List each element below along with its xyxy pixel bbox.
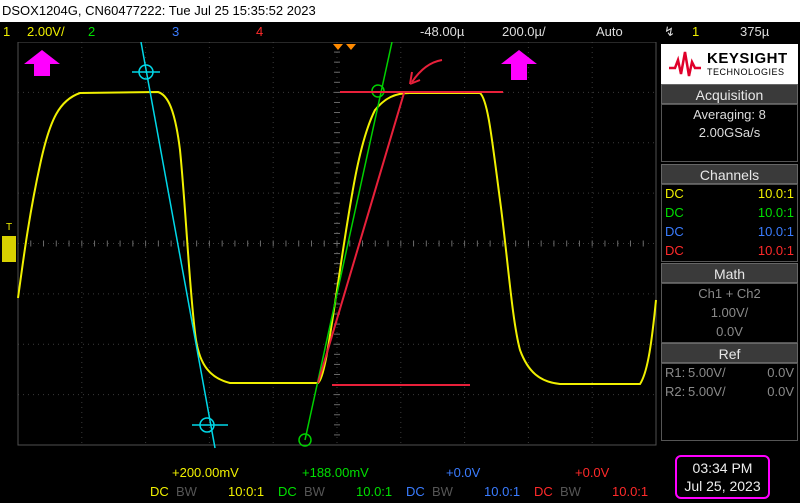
ch2-coupling: DC bbox=[665, 205, 684, 220]
ch1-bw-limit: BW bbox=[176, 484, 197, 499]
ch1-number[interactable]: 1 bbox=[3, 24, 11, 39]
ch4-offset[interactable]: +0.0V bbox=[575, 465, 610, 480]
channels-section[interactable]: DC 10.0:1 DC 10.0:1 DC 10.0:1 DC 10.0:1 bbox=[661, 184, 798, 262]
ch1-scale[interactable]: 2.00V/ bbox=[27, 24, 65, 39]
math-section[interactable]: Ch1 + Ch2 1.00V/ 0.0V bbox=[661, 283, 798, 343]
channel-info-bar: +200.00mV +188.00mV +0.0V +0.0V DC BW 10… bbox=[0, 460, 660, 503]
ch1-bottom-coupling: DC bbox=[150, 484, 169, 499]
ref2-name: R2: bbox=[665, 384, 686, 399]
ref-section[interactable]: R1: 5.00V/ 0.0V R2: 5.00V/ 0.0V bbox=[661, 363, 798, 441]
graticule-border bbox=[17, 42, 657, 446]
ref1-scale: 5.00V/ bbox=[688, 365, 726, 380]
ref2-scale: 5.00V/ bbox=[688, 384, 726, 399]
brand-sub: TECHNOLOGIES bbox=[707, 67, 785, 77]
ch4-number[interactable]: 4 bbox=[256, 24, 264, 39]
channels-header[interactable]: Channels bbox=[661, 164, 798, 184]
ch1-bottom-ratio: 10:0:1 bbox=[228, 484, 265, 499]
ch2-bottom-ratio: 10.0:1 bbox=[356, 484, 393, 499]
ch2-bw-limit: BW bbox=[304, 484, 325, 499]
ch1-waveform bbox=[17, 90, 657, 385]
ch2-offset[interactable]: +188.00mV bbox=[302, 465, 369, 480]
ch2-probe-ratio: 10.0:1 bbox=[757, 205, 794, 220]
ch2-cursor-marker-bottom[interactable] bbox=[298, 433, 312, 447]
trigger-position-icon bbox=[333, 44, 343, 50]
clock-highlight: 03:34 PM Jul 25, 2023 bbox=[675, 455, 770, 499]
ch4-bottom-coupling: DC bbox=[534, 484, 553, 499]
math-function: Ch1 + Ch2 bbox=[698, 286, 761, 301]
ch4-bottom-ratio: 10.0:1 bbox=[612, 484, 649, 499]
ch3-bw-limit: BW bbox=[432, 484, 453, 499]
markup-arrow-icon bbox=[411, 59, 443, 83]
ch3-probe-ratio: 10.0:1 bbox=[757, 224, 794, 239]
math-scale: 1.00V/ bbox=[710, 305, 749, 320]
ch3-coupling: DC bbox=[665, 224, 684, 239]
top-status-bar: 1 2.00V/ 2 3 4 -48.00µ 200.0µ/ Auto ↯ 1 … bbox=[0, 22, 800, 42]
ch1-coupling: DC bbox=[665, 186, 684, 201]
ref1-offset: 0.0V bbox=[767, 365, 794, 380]
ch2-bottom-coupling: DC bbox=[278, 484, 297, 499]
markup-rise-line bbox=[317, 92, 405, 384]
clock-date: Jul 25, 2023 bbox=[684, 478, 761, 494]
acquisition-mode: Averaging: 8 bbox=[693, 107, 766, 122]
ch2-number[interactable]: 2 bbox=[88, 24, 96, 39]
math-offset: 0.0V bbox=[716, 324, 743, 339]
ch1-offset[interactable]: +200.00mV bbox=[172, 465, 239, 480]
annotation-up-arrow-icon bbox=[501, 50, 537, 80]
acquisition-section[interactable]: Averaging: 8 2.00GSa/s bbox=[661, 104, 798, 162]
keysight-logo: KEYSIGHT TECHNOLOGIES bbox=[661, 44, 798, 84]
trigger-delay[interactable]: -48.00µ bbox=[420, 24, 465, 39]
math-header[interactable]: Math bbox=[661, 263, 798, 283]
trigger-level[interactable]: 375µ bbox=[740, 24, 770, 39]
brand-name: KEYSIGHT bbox=[707, 50, 788, 67]
ref-header[interactable]: Ref bbox=[661, 343, 798, 363]
cyan-cursor-marker-bottom[interactable] bbox=[192, 417, 228, 433]
acquisition-header[interactable]: Acquisition bbox=[661, 84, 798, 104]
ch3-number[interactable]: 3 bbox=[172, 24, 180, 39]
cyan-cursor-marker-top[interactable] bbox=[132, 64, 160, 80]
waveform-display[interactable]: T bbox=[0, 42, 660, 460]
ref2-offset: 0.0V bbox=[767, 384, 794, 399]
keysight-wave-icon bbox=[669, 51, 701, 77]
ch3-bottom-coupling: DC bbox=[406, 484, 425, 499]
ref1-name: R1: bbox=[665, 365, 686, 380]
sample-rate: 2.00GSa/s bbox=[698, 125, 761, 140]
ch1-probe-ratio: 10.0:1 bbox=[757, 186, 794, 201]
cyan-cursor-line[interactable] bbox=[140, 42, 216, 449]
ch3-bottom-ratio: 10.0:1 bbox=[484, 484, 521, 499]
ch4-coupling: DC bbox=[665, 243, 684, 258]
trigger-level-marker: T bbox=[6, 222, 12, 233]
time-scale[interactable]: 200.0µ/ bbox=[502, 24, 546, 39]
ch4-probe-ratio: 10.0:1 bbox=[757, 243, 794, 258]
ch4-bw-limit: BW bbox=[560, 484, 581, 499]
trigger-mode[interactable]: Auto bbox=[596, 24, 623, 39]
window-title: DSOX1204G, CN60477222: Tue Jul 25 15:35:… bbox=[0, 0, 800, 22]
trigger-edge-icon: ↯ bbox=[664, 24, 675, 39]
clock-time: 03:34 PM bbox=[692, 460, 753, 476]
ch3-offset[interactable]: +0.0V bbox=[446, 465, 481, 480]
ch1-ground-marker[interactable] bbox=[2, 236, 16, 262]
annotation-up-arrow-icon bbox=[24, 50, 60, 76]
ch2-cursor-line[interactable] bbox=[304, 42, 393, 441]
trigger-source[interactable]: 1 bbox=[692, 24, 700, 39]
